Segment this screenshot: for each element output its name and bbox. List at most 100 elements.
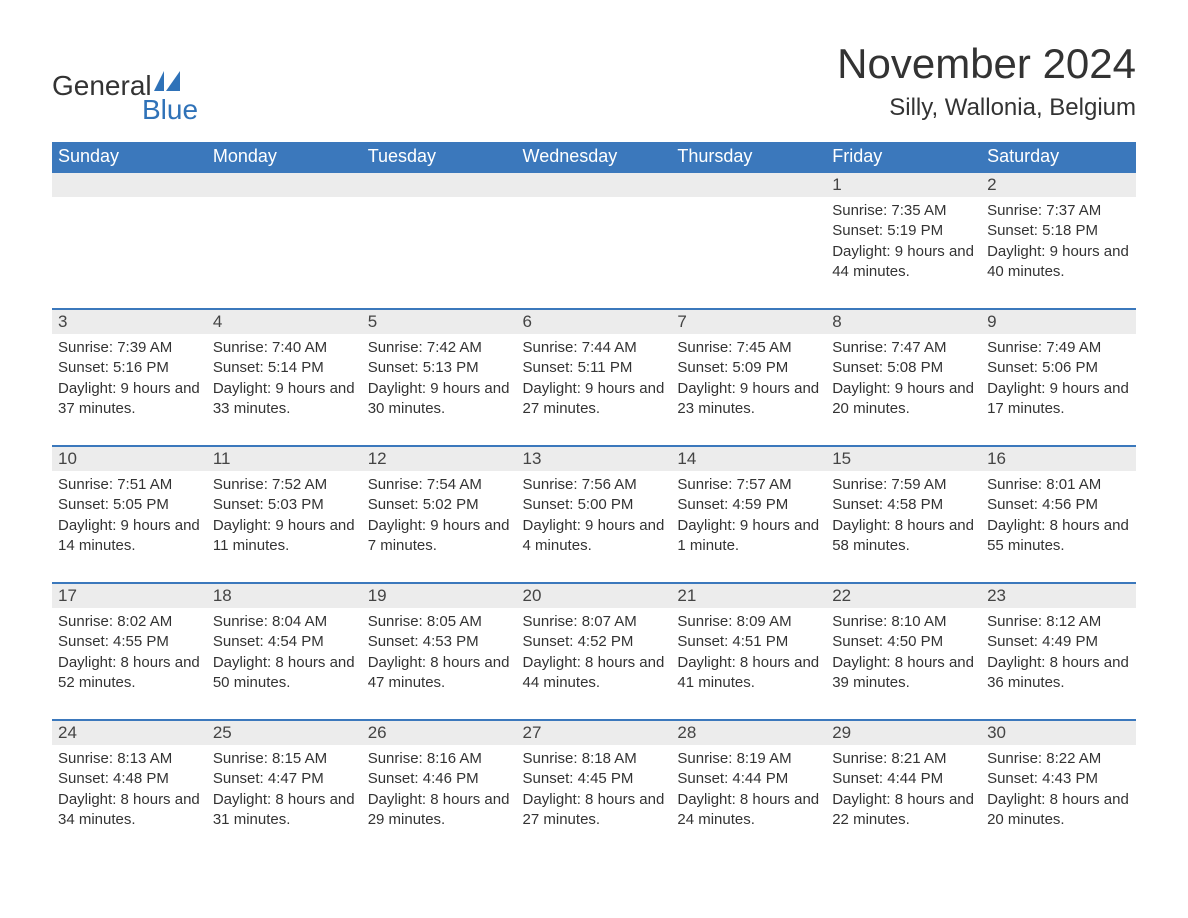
- calendar-cell: 28Sunrise: 8:19 AMSunset: 4:44 PMDayligh…: [671, 720, 826, 856]
- sunset-line: Sunset: 5:14 PM: [213, 358, 356, 378]
- weekday-header: Sunday: [52, 142, 207, 172]
- daylight-line: Daylight: 8 hours and 50 minutes.: [213, 653, 356, 694]
- sunrise-line: Sunrise: 7:44 AM: [523, 338, 666, 358]
- day-number: [517, 173, 672, 197]
- weekday-header: Saturday: [981, 142, 1136, 172]
- sunrise-line: Sunrise: 7:35 AM: [832, 201, 975, 221]
- day-details: Sunrise: 7:47 AMSunset: 5:08 PMDaylight:…: [826, 334, 981, 445]
- day-number: 8: [826, 310, 981, 334]
- sunset-line: Sunset: 4:55 PM: [58, 632, 201, 652]
- calendar-cell: 17Sunrise: 8:02 AMSunset: 4:55 PMDayligh…: [52, 583, 207, 720]
- brand-logo: General Blue: [52, 40, 198, 124]
- day-number: 28: [671, 721, 826, 745]
- day-number: 24: [52, 721, 207, 745]
- weekday-header: Wednesday: [517, 142, 672, 172]
- day-details: Sunrise: 8:10 AMSunset: 4:50 PMDaylight:…: [826, 608, 981, 719]
- day-details: Sunrise: 8:05 AMSunset: 4:53 PMDaylight:…: [362, 608, 517, 719]
- calendar-cell: 25Sunrise: 8:15 AMSunset: 4:47 PMDayligh…: [207, 720, 362, 856]
- day-number: 25: [207, 721, 362, 745]
- daylight-line: Daylight: 8 hours and 39 minutes.: [832, 653, 975, 694]
- daylight-line: Daylight: 8 hours and 58 minutes.: [832, 516, 975, 557]
- day-number: 4: [207, 310, 362, 334]
- calendar-header-row: SundayMondayTuesdayWednesdayThursdayFrid…: [52, 142, 1136, 172]
- sunset-line: Sunset: 4:49 PM: [987, 632, 1130, 652]
- calendar-week: 1Sunrise: 7:35 AMSunset: 5:19 PMDaylight…: [52, 172, 1136, 309]
- calendar-cell: 2Sunrise: 7:37 AMSunset: 5:18 PMDaylight…: [981, 172, 1136, 309]
- day-details: Sunrise: 8:07 AMSunset: 4:52 PMDaylight:…: [517, 608, 672, 719]
- day-number: 7: [671, 310, 826, 334]
- sunset-line: Sunset: 5:09 PM: [677, 358, 820, 378]
- day-number: 26: [362, 721, 517, 745]
- sunset-line: Sunset: 4:50 PM: [832, 632, 975, 652]
- calendar-cell: 20Sunrise: 8:07 AMSunset: 4:52 PMDayligh…: [517, 583, 672, 720]
- calendar-cell: [517, 172, 672, 309]
- sunrise-line: Sunrise: 8:05 AM: [368, 612, 511, 632]
- day-number: 29: [826, 721, 981, 745]
- calendar-body: 1Sunrise: 7:35 AMSunset: 5:19 PMDaylight…: [52, 172, 1136, 856]
- weekday-header: Friday: [826, 142, 981, 172]
- calendar-cell: 10 Sunrise: 7:51 AMSunset: 5:05 PMDayligh…: [52, 446, 207, 583]
- day-details: Sunrise: 7:40 AMSunset: 5:14 PMDaylight:…: [207, 334, 362, 445]
- header: General Blue November 2024 Silly, Wallon…: [52, 40, 1136, 124]
- day-details: [207, 197, 362, 287]
- sunset-line: Sunset: 5:08 PM: [832, 358, 975, 378]
- daylight-line: Daylight: 8 hours and 27 minutes.: [523, 790, 666, 831]
- calendar-week: 17Sunrise: 8:02 AMSunset: 4:55 PMDayligh…: [52, 583, 1136, 720]
- calendar-cell: 19Sunrise: 8:05 AMSunset: 4:53 PMDayligh…: [362, 583, 517, 720]
- day-details: Sunrise: 8:16 AMSunset: 4:46 PMDaylight:…: [362, 745, 517, 856]
- daylight-line: Daylight: 8 hours and 44 minutes.: [523, 653, 666, 694]
- day-number: 14: [671, 447, 826, 471]
- calendar-table: SundayMondayTuesdayWednesdayThursdayFrid…: [52, 142, 1136, 856]
- sunset-line: Sunset: 5:05 PM: [58, 495, 201, 515]
- daylight-line: Daylight: 8 hours and 22 minutes.: [832, 790, 975, 831]
- sunrise-line: Sunrise: 8:13 AM: [58, 749, 201, 769]
- day-details: Sunrise: 7:39 AMSunset: 5:16 PMDaylight:…: [52, 334, 207, 445]
- day-details: Sunrise: 7:49 AMSunset: 5:06 PMDaylight:…: [981, 334, 1136, 445]
- day-details: [517, 197, 672, 287]
- sunrise-line: Sunrise: 7:51 AM: [58, 475, 201, 495]
- calendar-cell: 6Sunrise: 7:44 AMSunset: 5:11 PMDaylight…: [517, 309, 672, 446]
- day-details: Sunrise: 8:19 AMSunset: 4:44 PMDaylight:…: [671, 745, 826, 856]
- calendar-cell: 1Sunrise: 7:35 AMSunset: 5:19 PMDaylight…: [826, 172, 981, 309]
- day-details: [52, 197, 207, 287]
- day-number: 21: [671, 584, 826, 608]
- day-details: Sunrise: 7:52 AMSunset: 5:03 PMDaylight:…: [207, 471, 362, 582]
- calendar-cell: 22Sunrise: 8:10 AMSunset: 4:50 PMDayligh…: [826, 583, 981, 720]
- calendar-cell: 13Sunrise: 7:56 AMSunset: 5:00 PMDayligh…: [517, 446, 672, 583]
- day-number: 20: [517, 584, 672, 608]
- sunrise-line: Sunrise: 7:37 AM: [987, 201, 1130, 221]
- daylight-line: Daylight: 9 hours and 14 minutes.: [58, 516, 201, 557]
- title-block: November 2024 Silly, Wallonia, Belgium: [837, 40, 1136, 122]
- day-details: Sunrise: 7:59 AMSunset: 4:58 PMDaylight:…: [826, 471, 981, 582]
- day-details: Sunrise: 7:56 AMSunset: 5:00 PMDaylight:…: [517, 471, 672, 582]
- calendar-cell: 8Sunrise: 7:47 AMSunset: 5:08 PMDaylight…: [826, 309, 981, 446]
- daylight-line: Daylight: 9 hours and 17 minutes.: [987, 379, 1130, 420]
- sunset-line: Sunset: 4:51 PM: [677, 632, 820, 652]
- day-number: 10: [52, 447, 207, 471]
- day-number: 13: [517, 447, 672, 471]
- daylight-line: Daylight: 9 hours and 37 minutes.: [58, 379, 201, 420]
- calendar-cell: 4Sunrise: 7:40 AMSunset: 5:14 PMDaylight…: [207, 309, 362, 446]
- day-details: Sunrise: 7:35 AMSunset: 5:19 PMDaylight:…: [826, 197, 981, 308]
- sunrise-line: Sunrise: 8:02 AM: [58, 612, 201, 632]
- calendar-cell: 29Sunrise: 8:21 AMSunset: 4:44 PMDayligh…: [826, 720, 981, 856]
- calendar-cell: 12Sunrise: 7:54 AMSunset: 5:02 PMDayligh…: [362, 446, 517, 583]
- weekday-header: Tuesday: [362, 142, 517, 172]
- day-details: Sunrise: 8:09 AMSunset: 4:51 PMDaylight:…: [671, 608, 826, 719]
- sunset-line: Sunset: 4:47 PM: [213, 769, 356, 789]
- calendar-week: 10Sunrise: 7:51 AMSunset: 5:05 PMDayligh…: [52, 446, 1136, 583]
- day-number: 1: [826, 173, 981, 197]
- calendar-cell: 26Sunrise: 8:16 AMSunset: 4:46 PMDayligh…: [362, 720, 517, 856]
- calendar-cell: 27Sunrise: 8:18 AMSunset: 4:45 PMDayligh…: [517, 720, 672, 856]
- day-details: Sunrise: 7:44 AMSunset: 5:11 PMDaylight:…: [517, 334, 672, 445]
- day-details: Sunrise: 8:21 AMSunset: 4:44 PMDaylight:…: [826, 745, 981, 856]
- sunrise-line: Sunrise: 7:39 AM: [58, 338, 201, 358]
- sunset-line: Sunset: 4:59 PM: [677, 495, 820, 515]
- sunset-line: Sunset: 4:46 PM: [368, 769, 511, 789]
- calendar-cell: 21Sunrise: 8:09 AMSunset: 4:51 PMDayligh…: [671, 583, 826, 720]
- daylight-line: Daylight: 9 hours and 7 minutes.: [368, 516, 511, 557]
- daylight-line: Daylight: 8 hours and 52 minutes.: [58, 653, 201, 694]
- calendar-week: 3Sunrise: 7:39 AMSunset: 5:16 PMDaylight…: [52, 309, 1136, 446]
- sunset-line: Sunset: 4:56 PM: [987, 495, 1130, 515]
- daylight-line: Daylight: 9 hours and 11 minutes.: [213, 516, 356, 557]
